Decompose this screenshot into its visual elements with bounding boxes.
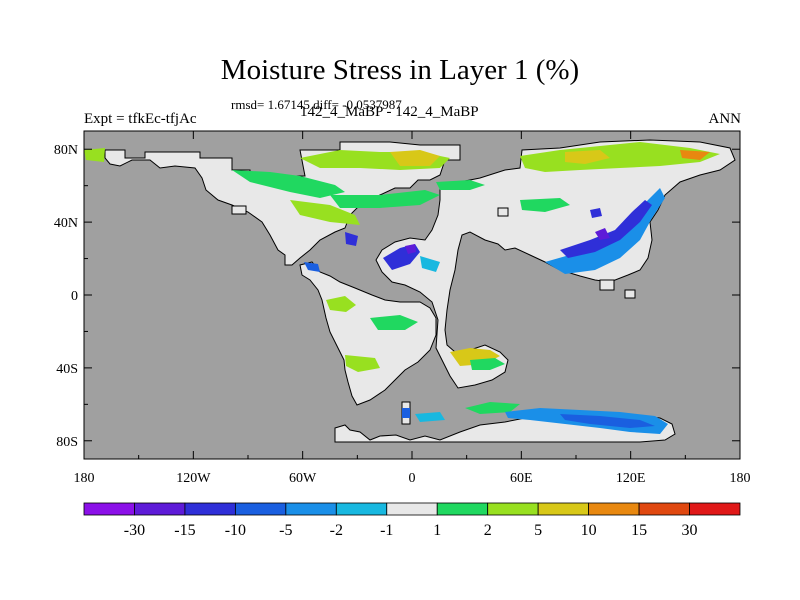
- colorbar-label: 30: [682, 522, 698, 539]
- colorbar-swatch: [588, 502, 640, 516]
- anomaly-east-asia-core: [560, 200, 652, 258]
- experiment-label: Expt = tfkEc-tfjAc: [84, 111, 197, 127]
- colorbar-label: -30: [124, 522, 145, 539]
- colorbar-label: 2: [484, 522, 492, 539]
- anomaly-na-neg: [345, 232, 358, 246]
- colorbar-swatch: [386, 502, 438, 516]
- colorbar-swatch: [285, 502, 337, 516]
- lat-tick-label: 40N: [54, 216, 78, 231]
- longitude-axis: 180 120W 60W 0 60E 120E 180: [74, 131, 751, 486]
- lon-tick-label: 60W: [289, 471, 317, 486]
- lat-tick-label: 0: [71, 289, 78, 304]
- colorbar-swatch: [487, 502, 539, 516]
- stats-label: rmsd= 1.67145 diff= -0.0537987: [231, 97, 402, 112]
- lat-tick-label: 80S: [56, 435, 78, 450]
- anomaly-siberia-hot-2: [680, 150, 710, 160]
- colorbar-swatch: [689, 502, 741, 516]
- colorbar-label: -15: [174, 522, 195, 539]
- anomaly-na-band-3: [330, 190, 440, 208]
- land-island-3: [599, 279, 615, 291]
- anomaly-africa-south-g: [470, 358, 505, 370]
- colorbar-swatch: [134, 502, 186, 516]
- colorbar: -30 -15 -10 -5 -2 -1 1 2 5 10 15 30: [83, 502, 741, 539]
- colorbar-label: -5: [279, 522, 292, 539]
- anomaly-north-africa-core: [405, 244, 416, 254]
- anomaly-med: [420, 256, 440, 272]
- anomaly-sa-band-2: [370, 315, 418, 330]
- colorbar-swatch: [335, 502, 388, 516]
- colorbar-label: 10: [581, 522, 597, 539]
- colorbar-swatch: [184, 502, 236, 516]
- colorbar-label: -1: [380, 522, 393, 539]
- lat-tick-label: 40S: [56, 362, 78, 377]
- land-island-1: [231, 205, 247, 215]
- colorbar-label: 5: [534, 522, 542, 539]
- map-plot-area: 180 120W 60W 0 60E 120E 180 80N 40N 0 40S 80S: [54, 130, 751, 486]
- land-south-america: [299, 261, 437, 406]
- anomaly-europe: [436, 180, 485, 190]
- anomaly-antarctic-neg-core: [560, 414, 655, 428]
- colorbar-label: -10: [225, 522, 246, 539]
- season-label: ANN: [708, 111, 742, 127]
- colorbar-swatch: [436, 502, 489, 516]
- colorbar-swatch: [537, 502, 590, 516]
- anomaly-fields: [84, 142, 720, 434]
- anomaly-asia-spot: [590, 208, 602, 218]
- latitude-axis: 80N 40N 0 40S 80S: [54, 143, 740, 450]
- anomaly-na-coast: [304, 262, 320, 272]
- colorbar-label: 1: [433, 522, 441, 539]
- anomaly-island-cyan: [402, 408, 410, 418]
- colorbar-swatch: [638, 502, 690, 516]
- colorbar-label: -2: [330, 522, 343, 539]
- period-label: 142_4_MaBP - 142_4_MaBP: [300, 104, 479, 120]
- anomaly-arctic-siberia: [520, 142, 720, 172]
- page-title: Moisture Stress in Layer 1 (%): [220, 54, 580, 86]
- lon-tick-label: 120E: [616, 471, 646, 486]
- lat-tick-label: 80N: [54, 143, 78, 158]
- anomaly-antarctic-green: [465, 402, 520, 414]
- anomaly-east-asia: [545, 188, 665, 274]
- anomaly-greenland: [390, 150, 440, 166]
- land-island-4: [624, 289, 636, 299]
- lon-tick-label: 180: [74, 471, 95, 486]
- lon-tick-label: 60E: [510, 471, 533, 486]
- anomaly-antarctic-cyan: [415, 412, 445, 422]
- anomaly-asia-green: [520, 198, 570, 212]
- anomaly-sa-band: [326, 296, 356, 312]
- colorbar-swatch: [234, 502, 287, 516]
- anomaly-sa-south: [345, 355, 380, 372]
- lon-tick-label: 180: [730, 471, 751, 486]
- anomaly-siberia-hot: [565, 150, 610, 164]
- land-island-2: [497, 207, 509, 217]
- colorbar-label: 15: [631, 522, 647, 539]
- lon-tick-label: 0: [409, 471, 416, 486]
- colorbar-swatch: [83, 502, 135, 516]
- anomaly-na-pos-west: [84, 148, 105, 162]
- lon-tick-label: 120W: [176, 471, 211, 486]
- anomaly-na-band-1: [232, 170, 345, 198]
- anomaly-na-band-2: [290, 200, 360, 225]
- anomaly-east-asia-deep: [595, 228, 610, 240]
